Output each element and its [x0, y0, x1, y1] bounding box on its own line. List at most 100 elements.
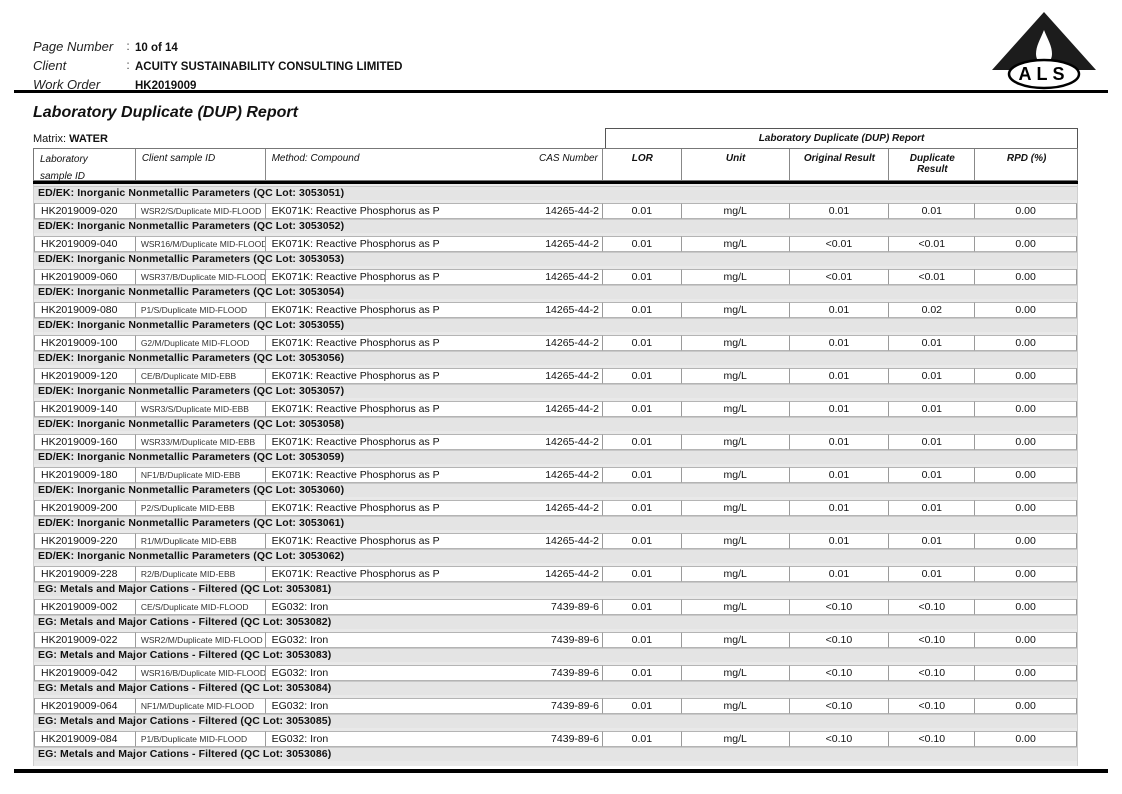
original-result-cell: 0.01: [789, 566, 890, 582]
table-body: ED/EK: Inorganic Nonmetallic Parameters …: [33, 184, 1078, 766]
lor-cell: 0.01: [602, 599, 682, 615]
unit-cell: mg/L: [681, 401, 790, 417]
rpd-cell: 0.00: [975, 269, 1077, 285]
cas-number-cell: 7439-89-6: [520, 698, 603, 714]
duplicate-result-cell: 0.01: [889, 335, 976, 351]
rpd-cell: 0.00: [975, 434, 1077, 450]
duplicate-result-cell: 0.02: [889, 302, 976, 318]
method-compound-cell: EK071K: Reactive Phosphorus as P: [265, 236, 521, 252]
page-number-label: Page Number: [33, 39, 114, 54]
lab-sample-id-cell: HK2019009-100: [34, 335, 136, 351]
cas-number-cell: 14265-44-2: [520, 302, 603, 318]
original-result-cell: 0.01: [789, 434, 890, 450]
section-header-label: ED/EK: Inorganic Nonmetallic Parameters …: [38, 352, 345, 364]
rpd-cell: 0.00: [975, 500, 1077, 516]
rpd-cell: 0.00: [975, 401, 1077, 417]
method-compound-cell: EG032: Iron: [265, 665, 521, 681]
lab-sample-id-cell: HK2019009-042: [34, 665, 136, 681]
lab-sample-id-cell: HK2019009-022: [34, 632, 136, 648]
original-result-cell: <0.01: [789, 236, 890, 252]
unit-cell: mg/L: [681, 302, 790, 318]
lab-sample-id-cell: HK2019009-064: [34, 698, 136, 714]
method-compound-cell: EK071K: Reactive Phosphorus as P: [265, 467, 521, 483]
section-header-label: ED/EK: Inorganic Nonmetallic Parameters …: [38, 484, 345, 496]
header-thick-rule: [33, 181, 1078, 184]
lab-sample-id-cell: HK2019009-220: [34, 533, 136, 549]
cas-number-cell: 14265-44-2: [520, 368, 603, 384]
client-sample-id-cell: P1/S/Duplicate MID-FLOOD: [135, 302, 266, 318]
cas-number-cell: 14265-44-2: [520, 203, 603, 219]
table-row: HK2019009-084 P1/B/Duplicate MID-FLOOD E…: [34, 731, 1077, 747]
unit-cell: mg/L: [681, 698, 790, 714]
table-row: HK2019009-200 P2/S/Duplicate MID-EBB EK0…: [34, 500, 1077, 516]
client-sample-id-cell: WSR16/M/Duplicate MID-FLOOD: [135, 236, 266, 252]
table-row: HK2019009-228 R2/B/Duplicate MID-EBB EK0…: [34, 566, 1077, 582]
section-header-row: ED/EK: Inorganic Nonmetallic Parameters …: [34, 252, 1077, 266]
rpd-cell: 0.00: [975, 467, 1077, 483]
lor-cell: 0.01: [602, 533, 682, 549]
lor-cell: 0.01: [602, 236, 682, 252]
column-header-unit: Unit: [682, 149, 790, 180]
section-header-row: ED/EK: Inorganic Nonmetallic Parameters …: [34, 219, 1077, 233]
method-compound-cell: EK071K: Reactive Phosphorus as P: [265, 203, 521, 219]
column-header-duplicate-result: Duplicate Result: [889, 149, 976, 180]
work-order-value: HK2019009: [135, 80, 197, 92]
cas-number-cell: 14265-44-2: [520, 269, 603, 285]
cas-number-cell: 14265-44-2: [520, 467, 603, 483]
rpd-cell: 0.00: [975, 566, 1077, 582]
unit-cell: mg/L: [681, 269, 790, 285]
original-result-cell: 0.01: [789, 335, 890, 351]
unit-cell: mg/L: [681, 236, 790, 252]
client-label: Client: [33, 58, 67, 73]
rpd-cell: 0.00: [975, 368, 1077, 384]
method-compound-cell: EG032: Iron: [265, 731, 521, 747]
original-result-cell: <0.10: [789, 599, 890, 615]
duplicate-result-cell: <0.10: [889, 698, 976, 714]
logo-ellipse: [1007, 58, 1081, 90]
duplicate-result-cell: 0.01: [889, 566, 976, 582]
original-result-cell: <0.10: [789, 698, 890, 714]
table-row: HK2019009-100 G2/M/Duplicate MID-FLOOD E…: [34, 335, 1077, 351]
original-result-cell: 0.01: [789, 203, 890, 219]
section-header-label: ED/EK: Inorganic Nonmetallic Parameters …: [38, 319, 345, 331]
duplicate-result-cell: <0.10: [889, 731, 976, 747]
column-header-method-compound: Method: Compound: [271, 153, 360, 164]
column-header-cas-number: CAS Number: [520, 149, 603, 180]
work-order-label: Work Order: [33, 77, 101, 92]
matrix-value: WATER: [69, 133, 108, 145]
table-row: HK2019009-140 WSR3/S/Duplicate MID-EBB E…: [34, 401, 1077, 417]
duplicate-result-cell: 0.01: [889, 434, 976, 450]
client-sample-id-cell: WSR33/M/Duplicate MID-EBB: [135, 434, 266, 450]
rpd-cell: 0.00: [975, 731, 1077, 747]
unit-cell: mg/L: [681, 434, 790, 450]
section-header-row: ED/EK: Inorganic Nonmetallic Parameters …: [34, 450, 1077, 464]
section-header-row: ED/EK: Inorganic Nonmetallic Parameters …: [34, 285, 1077, 299]
cas-number-cell: 14265-44-2: [520, 236, 603, 252]
unit-cell: mg/L: [681, 368, 790, 384]
cas-number-cell: 7439-89-6: [520, 731, 603, 747]
client-sample-id-cell: WSR2/S/Duplicate MID-FLOOD: [135, 203, 266, 219]
table-row: HK2019009-020 WSR2/S/Duplicate MID-FLOOD…: [34, 203, 1077, 219]
client-sample-id-cell: CE/B/Duplicate MID-EBB: [135, 368, 266, 384]
original-result-cell: <0.10: [789, 665, 890, 681]
duplicate-result-cell: 0.01: [889, 368, 976, 384]
rpd-cell: 0.00: [975, 203, 1077, 219]
original-result-cell: <0.01: [789, 269, 890, 285]
section-header-row: ED/EK: Inorganic Nonmetallic Parameters …: [34, 549, 1077, 563]
duplicate-result-cell: 0.01: [889, 203, 976, 219]
lor-cell: 0.01: [602, 467, 682, 483]
logo-flame-icon: [1036, 30, 1052, 64]
section-header-label: EG: Metals and Major Cations - Filtered …: [38, 682, 332, 694]
section-header-label: ED/EK: Inorganic Nonmetallic Parameters …: [38, 286, 345, 298]
client-value: ACUITY SUSTAINABILITY CONSULTING LIMITED: [135, 61, 403, 73]
unit-cell: mg/L: [681, 335, 790, 351]
duplicate-result-cell: <0.01: [889, 269, 976, 285]
client-sample-id-cell: G2/M/Duplicate MID-FLOOD: [135, 335, 266, 351]
duplicate-result-cell: 0.01: [889, 401, 976, 417]
client-row: Client : ACUITY SUSTAINABILITY CONSULTIN…: [33, 57, 402, 76]
cas-number-cell: 14265-44-2: [520, 533, 603, 549]
section-header-label: ED/EK: Inorganic Nonmetallic Parameters …: [38, 418, 345, 430]
section-header-row: ED/EK: Inorganic Nonmetallic Parameters …: [34, 384, 1077, 398]
method-compound-cell: EG032: Iron: [265, 632, 521, 648]
table-row: HK2019009-160 WSR33/M/Duplicate MID-EBB …: [34, 434, 1077, 450]
